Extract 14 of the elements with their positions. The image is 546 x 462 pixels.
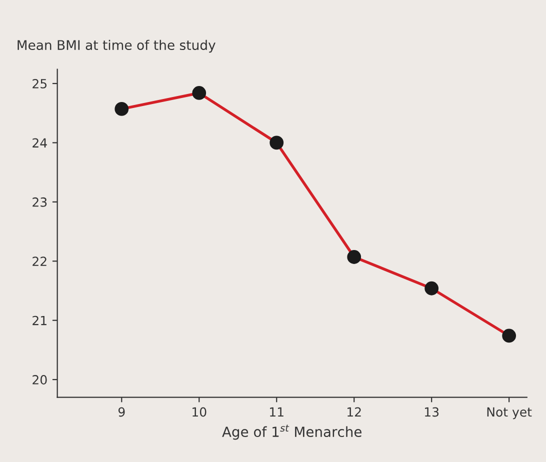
x-tick-label: 11 xyxy=(270,407,284,417)
y-tick-label: 24 xyxy=(32,138,47,148)
y-tick-label: 20 xyxy=(32,375,47,384)
y-tick-label: 21 xyxy=(32,316,46,326)
x-tick-label: Not yet xyxy=(487,407,532,420)
y-tick-label: 25 xyxy=(32,78,47,88)
y-axis-title: Mean BMI at time of the study xyxy=(18,40,216,53)
y-tick-label: 23 xyxy=(32,197,47,207)
x-tick-label: 12 xyxy=(348,407,361,417)
x-tick-label: 9 xyxy=(118,407,125,417)
y-tick-label: 22 xyxy=(32,256,46,266)
x-tick-label: 10 xyxy=(192,407,206,417)
x-axis-title: Age of 1$^{st}$ Menarche xyxy=(222,424,362,440)
x-tick-label: 13 xyxy=(425,407,439,417)
